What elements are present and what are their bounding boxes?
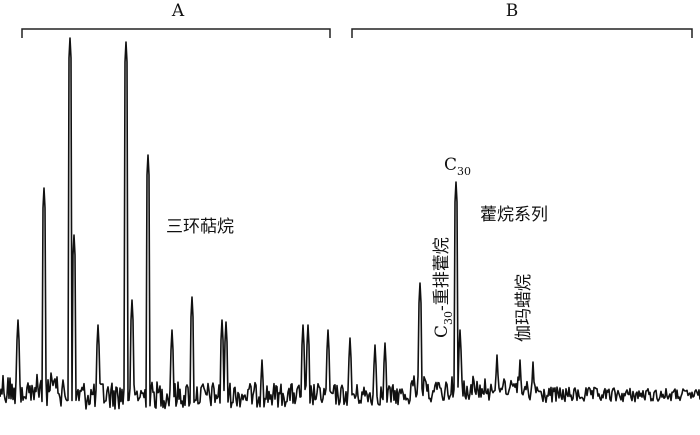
rearranged-base: C (432, 325, 452, 338)
group-label: A (171, 1, 185, 21)
rearranged-rest: -重排藿烷 (432, 237, 452, 311)
bracket-a (21, 28, 331, 38)
hopanes-label: 藿烷系列 (480, 205, 548, 225)
c30-base: C (444, 155, 457, 175)
rearranged-sub: 30 (442, 311, 455, 325)
group-label: B (506, 1, 519, 21)
chromatogram-trace (0, 37, 700, 410)
tricyclic-label: 三环萜烷 (166, 217, 234, 237)
bracket-b (351, 28, 693, 38)
gammacerane-label: 伽玛蜡烷 (514, 274, 534, 342)
c30-label: C30 (444, 155, 471, 178)
c30-sub: 30 (457, 165, 471, 178)
rearranged-label: C30-重排藿烷 (432, 237, 455, 338)
